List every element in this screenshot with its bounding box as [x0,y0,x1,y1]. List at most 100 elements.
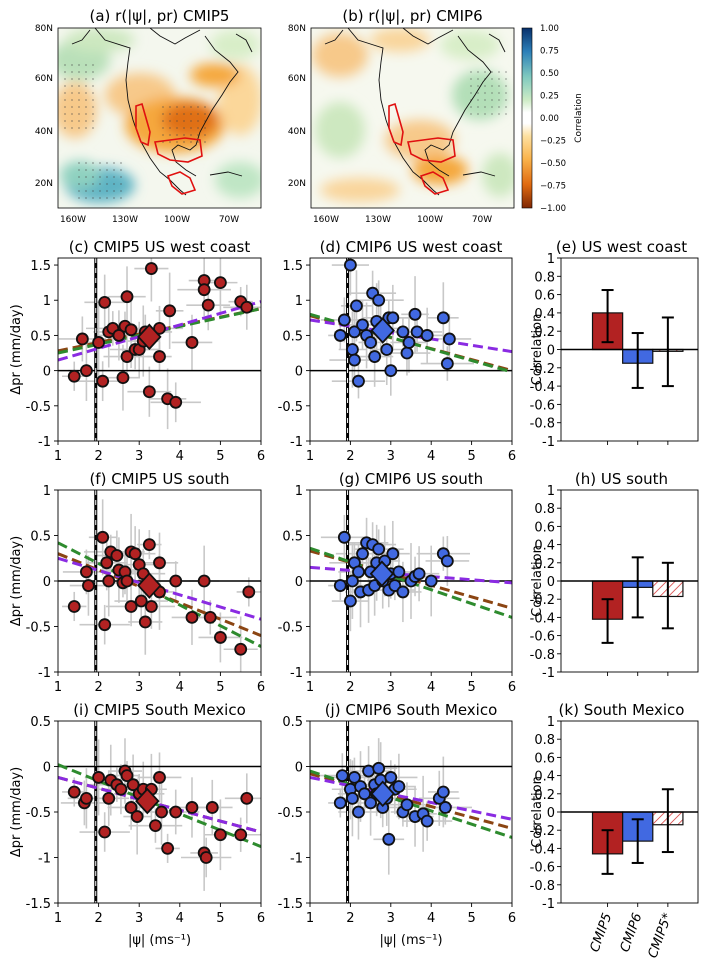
x-tick-label: 3 [387,680,395,695]
data-point [368,350,382,363]
axes-frame [57,257,262,442]
data-point [203,611,217,624]
y-tick-label: -1 [290,852,303,867]
panel-title: (e) US west coast [556,238,687,256]
data-point [163,304,177,318]
data-point [124,801,138,814]
regression-line-purple [310,565,512,585]
data-point [358,787,371,801]
y-tick-label: 1 [43,294,51,309]
data-point [372,293,386,307]
data-point [120,290,134,304]
y-tick-label: -1 [542,666,555,681]
y-tick-label: 1 [295,294,303,309]
data-point [124,323,138,337]
data-point [392,780,406,793]
panel-title: (g) CMIP6 US south [339,470,483,488]
data-point [333,579,347,592]
data-point [112,329,126,342]
data-point [116,371,130,385]
x-tick-label: 6 [508,449,516,464]
data-point [350,299,363,313]
y-tick-label: 0.8 [534,270,555,285]
x-tick-label: 5 [216,680,224,695]
y-axis-label: Correlation [530,314,545,386]
data-point [380,343,394,356]
y-tick-label: 1 [547,252,555,267]
svg-text:20N: 20N [35,179,53,189]
data-point [234,642,248,656]
data-point [153,771,166,784]
data-point [346,574,359,588]
x-tick-label: 3 [387,911,395,926]
y-tick-label: -1 [542,897,555,912]
data-point [420,329,434,342]
map-b: (b) r(|ψ|, pr) CMIP6 [288,7,515,225]
y-tick-label: 1 [547,715,555,730]
data-point [120,769,134,782]
y-tick-label: 0 [547,575,555,590]
svg-text:160W: 160W [60,215,86,225]
data-point [213,631,227,644]
data-point [348,325,361,339]
data-point [197,283,211,297]
x-tick-label: 1 [54,680,62,695]
data-point [67,369,81,383]
data-point [197,574,211,588]
data-point [96,530,110,544]
panel-title: (c) CMIP5 US west coast [69,238,251,256]
y-tick-label: 0.6 [534,751,555,766]
y-tick-label: -1 [38,435,51,450]
data-point [388,579,402,592]
y-tick-label: -0.8 [530,879,555,894]
map-a-lon-ticks: 160W 130W 100W 70W [60,215,239,225]
data-point [337,313,351,327]
data-point [98,825,112,839]
svg-text:20N: 20N [288,179,306,189]
data-point [124,600,138,613]
y-tick-label: -0.2 [530,824,555,839]
ensemble-mean-marker [370,780,395,808]
data-point [412,567,426,581]
data-point [364,336,378,349]
y-axis-label: Correlation [530,776,545,848]
data-point [335,769,349,782]
y-tick-label: -1 [290,666,303,681]
x-tick-label: 4 [427,911,435,926]
data-point [67,785,81,799]
x-tick-label: 4 [176,449,184,464]
scatter-panel: (c) CMIP5 US west coast -1 -0.5 0 0.5 1 1.5 1 2 3… [9,238,265,464]
regression-line-green [58,307,261,355]
y-tick-label: 0 [547,806,555,821]
data-point [185,336,199,349]
data-point [372,761,386,775]
panel-title: (i) CMIP5 South Mexico [73,701,246,719]
y-tick-label: -0.6 [530,861,555,876]
x-axis-label: |ψ| (ms⁻¹) [128,933,191,948]
data-point [149,819,162,833]
data-point [185,611,199,624]
y-axis-label: Correlation [530,545,545,617]
data-point [126,778,140,792]
colorbar-gradient [521,27,533,209]
data-point [128,547,142,561]
y-axis-label: Δpr (mm/day) [9,767,24,857]
bar-panel: (e) US west coast -1 -0.8 -0.6 -0.4 -0.2 0 0.2 0… [530,238,699,450]
data-point [100,556,114,570]
data-point [392,565,406,579]
regression-line-purple [310,775,512,821]
y-tick-label: -0.5 [278,806,303,821]
panel-title: (h) US south [575,470,668,488]
y-tick-label: -1 [290,435,303,450]
y-tick-label: -1 [38,666,51,681]
y-tick-label: -0.5 [26,806,51,821]
y-tick-label: 0.6 [534,289,555,304]
data-point [352,374,365,388]
svg-text:0.75: 0.75 [540,47,559,57]
x-tick-label: 4 [427,680,435,695]
data-point [346,791,359,805]
y-tick-label: -1.5 [278,897,303,912]
data-point [205,801,219,814]
map-a-lat-ticks: 80N 60N 40N 20N [35,24,53,189]
